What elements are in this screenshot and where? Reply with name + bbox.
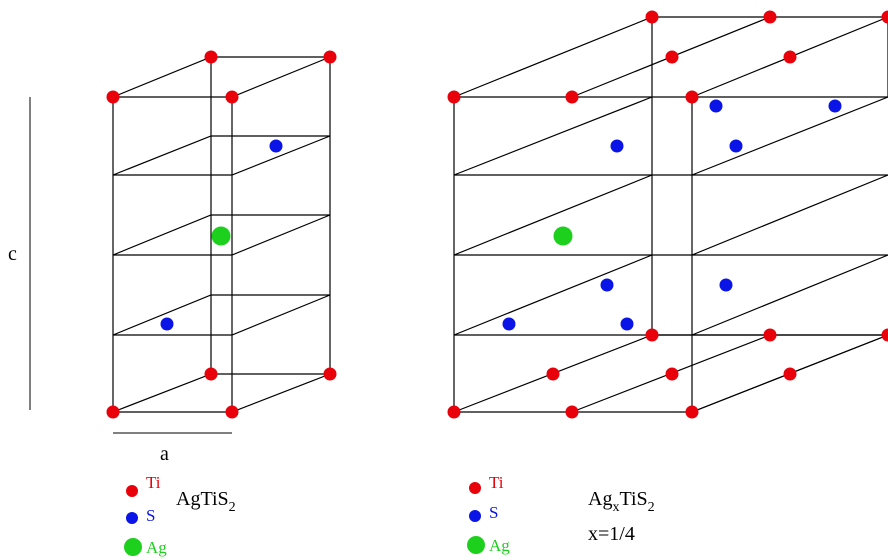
s-atom bbox=[502, 317, 516, 331]
left-unit-cell bbox=[112, 56, 331, 413]
ti-atom bbox=[323, 50, 337, 64]
ti-atom bbox=[204, 50, 218, 64]
right-supercell bbox=[453, 16, 888, 413]
left-layer-plane bbox=[112, 135, 331, 176]
ti-atom bbox=[685, 405, 699, 419]
ti-atom bbox=[225, 90, 239, 104]
right-layer-plane bbox=[453, 254, 888, 336]
left-legend: Ti S Ag bbox=[124, 473, 167, 557]
legend-ti-marker bbox=[126, 485, 138, 497]
ti-atom bbox=[106, 90, 120, 104]
left-formula: AgTiS2 bbox=[176, 488, 236, 515]
ti-atom bbox=[447, 90, 461, 104]
s-atom bbox=[620, 317, 634, 331]
ti-atom bbox=[763, 328, 777, 342]
s-atom bbox=[600, 278, 614, 292]
ti-atom bbox=[783, 367, 797, 381]
ag-atom bbox=[553, 226, 573, 246]
ti-atom bbox=[204, 367, 218, 381]
right-cell-bottom-face bbox=[453, 334, 888, 413]
ti-atom bbox=[881, 328, 888, 342]
legend-ti-marker bbox=[469, 482, 481, 494]
ag-atom bbox=[211, 226, 231, 246]
left-atoms bbox=[106, 50, 337, 419]
left-layer-plane bbox=[112, 214, 331, 256]
ti-atom bbox=[881, 10, 888, 24]
legend-ag-marker bbox=[467, 536, 485, 554]
left-layer-plane bbox=[112, 294, 331, 336]
c-label: c bbox=[8, 243, 17, 265]
legend-s-marker bbox=[126, 512, 138, 524]
ti-atom bbox=[763, 10, 777, 24]
s-atom bbox=[729, 139, 743, 153]
left-cell-top-face bbox=[112, 56, 331, 98]
ti-atom bbox=[783, 50, 797, 64]
s-atom bbox=[709, 99, 723, 113]
right-cell-top-face bbox=[453, 16, 888, 98]
ti-atom bbox=[565, 405, 579, 419]
legend-ag-marker bbox=[124, 538, 142, 556]
s-atom bbox=[610, 139, 624, 153]
right-layer-plane bbox=[453, 96, 888, 176]
legend-s-marker bbox=[469, 510, 481, 522]
s-atom bbox=[828, 99, 842, 113]
ti-atom bbox=[323, 367, 337, 381]
ti-atom bbox=[645, 328, 659, 342]
right-atoms bbox=[447, 10, 888, 419]
legend-ag-label: Ag bbox=[146, 538, 167, 557]
left-cell-bottom-face bbox=[112, 373, 331, 413]
ti-atom bbox=[665, 50, 679, 64]
s-atom bbox=[160, 317, 174, 331]
legend-s-label: S bbox=[146, 506, 155, 525]
s-atom bbox=[719, 278, 733, 292]
ti-atom bbox=[106, 405, 120, 419]
ti-atom bbox=[447, 405, 461, 419]
ti-atom bbox=[665, 367, 679, 381]
legend-ag-label: Ag bbox=[489, 536, 510, 555]
ti-atom bbox=[546, 367, 560, 381]
a-label: a bbox=[160, 443, 169, 465]
ti-atom bbox=[685, 90, 699, 104]
composition-label: x=1/4 bbox=[588, 523, 635, 545]
legend-ti-label: Ti bbox=[146, 473, 161, 492]
ti-atom bbox=[565, 90, 579, 104]
legend-ti-label: Ti bbox=[489, 473, 504, 492]
s-atom bbox=[269, 139, 283, 153]
right-formula: AgxTiS2 bbox=[588, 488, 655, 515]
right-legend: Ti S Ag bbox=[467, 473, 510, 555]
right-layer-plane bbox=[453, 174, 888, 256]
legend-s-label: S bbox=[489, 503, 498, 522]
ti-atom bbox=[645, 10, 659, 24]
ti-atom bbox=[225, 405, 239, 419]
